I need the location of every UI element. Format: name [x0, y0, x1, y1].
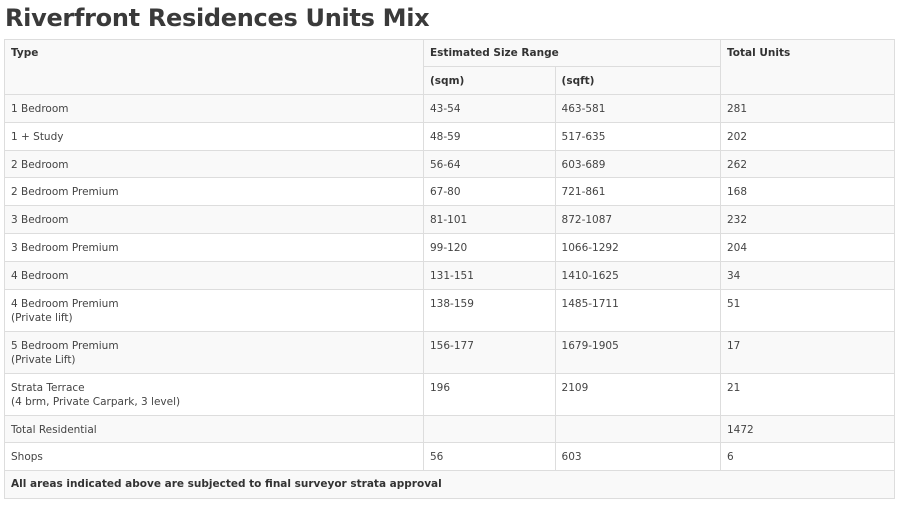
table-row: 4 Bedroom Premium (Private lift) 138-159 14…	[4, 288, 895, 332]
table-row: Strata Terrace (4 brm, Private Carpark, 3…	[4, 372, 895, 416]
cell-units: 34	[720, 260, 895, 290]
header-type: Type	[4, 39, 424, 95]
cell-sqft: 603	[554, 442, 722, 472]
cell-type-label: 1 Bedroom	[11, 103, 69, 115]
cell-type-label: 5 Bedroom Premium	[11, 339, 119, 352]
cell-type-note: (Private Lift)	[11, 353, 76, 366]
cell-type: 1 + Study	[4, 121, 424, 151]
cell-sqm: 81-101	[423, 205, 556, 234]
cell-type-label: 3 Bedroom	[11, 214, 69, 227]
table-row: 4 Bedroom 131-151 1410-1625 34	[4, 260, 895, 290]
cell-type: Shops	[4, 442, 424, 472]
cell-type-note: (Private lift)	[11, 311, 73, 324]
cell-sqft: 1410-1625	[554, 260, 722, 290]
cell-type-label: Total Residential	[11, 423, 97, 436]
header-sqm: (sqm)	[423, 66, 556, 95]
cell-type: 3 Bedroom	[4, 205, 424, 234]
cell-type: 3 Bedroom Premium	[4, 232, 424, 262]
cell-sqm	[423, 414, 556, 444]
cell-sqft: 1066-1292	[554, 232, 722, 262]
cell-sqm: 138-159	[423, 288, 556, 332]
cell-type: Strata Terrace (4 brm, Private Carpark, 3…	[4, 372, 424, 416]
cell-type-label: 4 Bedroom	[11, 269, 69, 282]
cell-sqft: 872-1087	[554, 205, 722, 234]
cell-sqft: 463-581	[554, 94, 722, 123]
cell-type: Total Residential	[4, 414, 424, 444]
header-sqft: (sqft)	[554, 66, 722, 95]
cell-sqft: 721-861	[554, 177, 722, 207]
cell-type-label: Strata Terrace	[11, 381, 85, 394]
cell-units: 17	[720, 330, 895, 374]
table-row: 2 Bedroom 56-64 603-689 262	[4, 149, 895, 179]
cell-sqft: 1679-1905	[554, 330, 722, 374]
cell-sqm: 56-64	[423, 149, 556, 179]
cell-type-label: Shops	[11, 451, 43, 464]
cell-type-label: 2 Bedroom	[11, 158, 69, 171]
cell-type: 4 Bedroom	[4, 260, 424, 290]
cell-type: 2 Bedroom	[4, 149, 424, 179]
cell-units: 232	[720, 205, 895, 234]
cell-type-label: 2 Bedroom Premium	[11, 186, 119, 199]
cell-sqm: 43-54	[423, 94, 556, 123]
cell-type: 2 Bedroom Premium	[4, 177, 424, 207]
cell-sqm: 48-59	[423, 121, 556, 151]
cell-type-note: (4 brm, Private Carpark, 3 level)	[11, 395, 181, 408]
cell-sqft	[554, 414, 722, 444]
cell-units: 262	[720, 149, 895, 179]
header-total-units: Total Units	[720, 39, 895, 95]
table-row: 3 Bedroom 81-101 872-1087 232	[4, 205, 895, 234]
cell-sqm: 131-151	[423, 260, 556, 290]
unit-mix-table: Type Estimated Size Range Total Units (s…	[4, 39, 895, 500]
cell-units: 1472	[720, 414, 895, 444]
cell-sqft: 1485-1711	[554, 288, 722, 332]
table-row: 5 Bedroom Premium (Private Lift) 156-177 16…	[4, 330, 895, 374]
table-row: 3 Bedroom Premium 99-120 1066-1292 204	[4, 232, 895, 262]
table-row: 2 Bedroom Premium 67-80 721-861 168	[4, 177, 895, 207]
cell-type: 1 Bedroom	[4, 94, 424, 123]
table-row: Shops 56 603 6	[4, 442, 895, 472]
cell-sqft: 2109	[554, 372, 722, 416]
cell-sqm: 99-120	[423, 232, 556, 262]
cell-type: 5 Bedroom Premium (Private Lift)	[4, 330, 424, 374]
cell-sqm: 196	[423, 372, 556, 416]
cell-sqm: 56	[423, 442, 556, 472]
cell-sqft: 517-635	[554, 121, 722, 151]
header-size-range: Estimated Size Range	[423, 39, 721, 67]
cell-type: 4 Bedroom Premium (Private lift)	[4, 288, 424, 332]
cell-type-label: 3 Bedroom Premium	[11, 241, 119, 254]
cell-units: 168	[720, 177, 895, 207]
cell-units: 202	[720, 121, 895, 151]
cell-units: 281	[720, 94, 895, 123]
cell-type-label: 4 Bedroom Premium	[11, 297, 119, 310]
cell-units: 51	[720, 288, 895, 332]
cell-sqft: 603-689	[554, 149, 722, 179]
cell-sqm: 67-80	[423, 177, 556, 207]
cell-units: 6	[720, 442, 895, 472]
table-row: Total Residential 1472	[4, 414, 895, 444]
page-title: Riverfront Residences Units Mix	[5, 4, 430, 32]
cell-units: 204	[720, 232, 895, 262]
cell-units: 21	[720, 372, 895, 416]
cell-type-label: 1 + Study	[11, 130, 64, 143]
cell-sqm: 156-177	[423, 330, 556, 374]
footer-note: All areas indicated above are subjected …	[4, 470, 895, 500]
table-row: 1 + Study 48-59 517-635 202	[4, 121, 895, 151]
table-row: 1 Bedroom 43-54 463-581 281	[4, 94, 895, 123]
table-body: 1 Bedroom 43-54 463-581 281 1 + Study 48-59 51…	[4, 94, 895, 472]
